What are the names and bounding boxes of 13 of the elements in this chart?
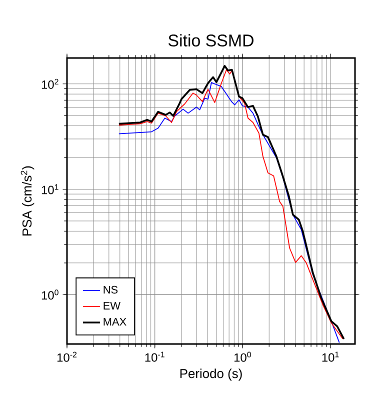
x-tick-label: 10$^{-2}$	[57, 352, 77, 362]
legend-label: EW	[104, 302, 120, 310]
x-tick-label: 10$^{0}$	[234, 352, 251, 362]
y-tick-label: 10$^{1}$	[42, 184, 58, 194]
x-axis-title: Periodo (s)	[180, 368, 242, 381]
y-tick-label: 10$^{0}$	[42, 290, 58, 300]
x-tick-label: 10$^{1}$	[322, 352, 339, 362]
chart-title: Sitio SSMD	[168, 34, 254, 47]
legend-label: NS	[104, 286, 118, 294]
y-axis-title: PSA (cm/s$^{2}$)	[20, 166, 34, 236]
legend-label: MAX	[104, 318, 126, 326]
x-tick-label: 10$^{-1}$	[145, 352, 164, 362]
y-tick-label: 10$^{2}$	[42, 78, 58, 89]
